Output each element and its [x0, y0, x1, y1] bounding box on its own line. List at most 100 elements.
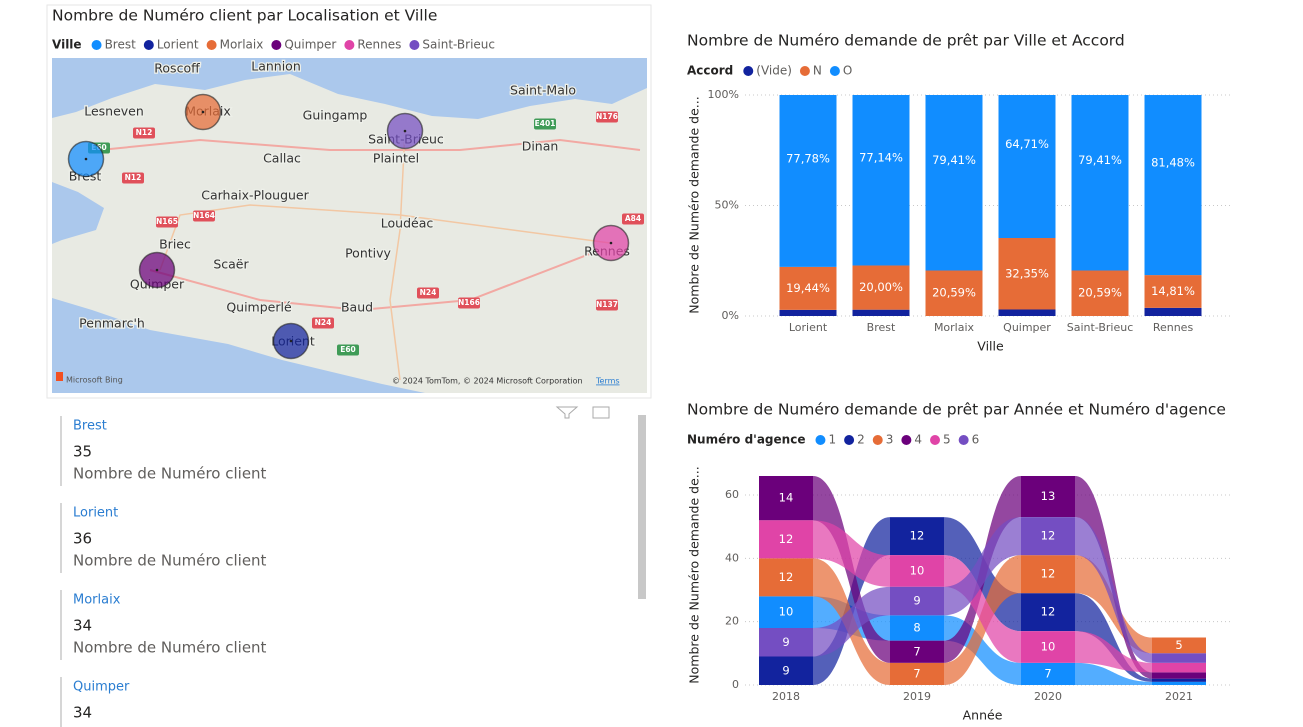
place-label: Quimperlé [226, 300, 292, 315]
ribbon-segment[interactable] [1021, 476, 1075, 518]
ribbon[interactable] [944, 517, 1021, 616]
legend-marker [958, 435, 969, 445]
place-label: Briec [159, 237, 191, 252]
x-tick-label: 2019 [903, 690, 931, 703]
focus-icon[interactable] [592, 406, 610, 419]
x-tick-label: Saint-Brieuc [1067, 321, 1134, 334]
legend-label[interactable]: 3 [886, 433, 894, 447]
legend-label[interactable]: 4 [914, 433, 922, 447]
map-attribution: © 2024 TomTom, © 2024 Microsoft Corporat… [392, 377, 583, 386]
ribbon-segment[interactable] [1152, 678, 1206, 682]
ribbon-segment[interactable] [1152, 637, 1206, 654]
bar-segment[interactable] [925, 270, 983, 316]
data-label: 20,59% [932, 286, 976, 300]
legend-label[interactable]: 5 [943, 433, 951, 447]
ribbon[interactable] [1075, 631, 1152, 673]
ribbon-segment[interactable] [890, 555, 944, 587]
road-shield [193, 210, 215, 222]
bar-segment[interactable] [1144, 275, 1202, 308]
road-shield [596, 111, 618, 123]
ribbon-segment[interactable] [1021, 593, 1075, 632]
ribbon-segment[interactable] [1152, 681, 1206, 685]
bar-segment[interactable] [1071, 270, 1129, 316]
legend-label[interactable]: Lorient [157, 38, 199, 52]
legend-marker [799, 66, 810, 76]
card-name: Morlaix [73, 593, 121, 608]
ribbon[interactable] [813, 586, 890, 657]
data-label: 8 [913, 621, 920, 635]
ribbon-segment[interactable] [1021, 631, 1075, 663]
bar-segment[interactable] [779, 266, 837, 310]
ribbon-segment[interactable] [759, 628, 813, 657]
place-label: Pontivy [345, 246, 391, 261]
sea [52, 182, 104, 244]
bar-segment[interactable] [779, 95, 837, 267]
place-label: Guingamp [303, 108, 368, 123]
legend-label[interactable]: Brest [105, 38, 137, 52]
map-terms[interactable]: Terms [595, 377, 620, 386]
bar-segment[interactable] [998, 309, 1056, 316]
scrollbar[interactable] [638, 415, 646, 599]
ribbon-segment[interactable] [759, 596, 813, 628]
data-label: 7 [1044, 666, 1051, 680]
ribbon[interactable] [1075, 662, 1152, 685]
ribbon-segment[interactable] [1021, 555, 1075, 594]
bar-segment[interactable] [1144, 95, 1202, 276]
y-axis-title: Nombre de Numéro demande de... [687, 466, 702, 683]
ribbon-segment[interactable] [890, 615, 944, 641]
ribbon-segment[interactable] [1021, 517, 1075, 556]
ribbon-segment[interactable] [1152, 672, 1206, 679]
bar-segment[interactable] [998, 95, 1056, 239]
place-label: Plaintel [373, 151, 419, 166]
filter-icon[interactable] [555, 406, 579, 419]
legend-marker [815, 435, 826, 445]
data-label: 77,14% [859, 151, 903, 165]
ribbon-segment[interactable] [1021, 662, 1075, 685]
legend-label[interactable]: 2 [857, 433, 865, 447]
bar-segment[interactable] [852, 309, 910, 316]
ribbon-segment[interactable] [1152, 653, 1206, 663]
bar-segment[interactable] [925, 95, 983, 271]
city-dot [609, 241, 613, 245]
legend-label[interactable]: Rennes [357, 38, 401, 52]
legend-label[interactable]: Saint-Brieuc [422, 38, 495, 52]
ribbon-segment[interactable] [759, 558, 813, 597]
ribbon-segment[interactable] [890, 517, 944, 556]
ribbon[interactable] [1075, 517, 1152, 663]
ribbon[interactable] [1075, 476, 1152, 679]
ribbon-segment[interactable] [1152, 662, 1206, 673]
city-dot [155, 268, 159, 272]
map[interactable]: RoscoffLannionSaint-MaloLesnevenMorlaixG… [52, 58, 647, 393]
legend-label[interactable]: 1 [828, 433, 836, 447]
chart-title: Nombre de Numéro demande de prêt par Vil… [687, 32, 1125, 50]
city-dot [84, 157, 88, 161]
bar-segment[interactable] [1071, 95, 1129, 271]
legend-label[interactable]: N [813, 64, 822, 78]
ribbon-segment[interactable] [890, 586, 944, 616]
data-label: 79,41% [1078, 153, 1122, 167]
legend-label[interactable]: (Vide) [756, 64, 792, 78]
legend-marker [743, 66, 754, 76]
card-value: 34 [73, 617, 92, 635]
ribbon-segment[interactable] [759, 476, 813, 521]
x-tick-label: Brest [867, 321, 896, 334]
ribbon-segment[interactable] [890, 640, 944, 663]
legend-marker [271, 40, 282, 50]
bar-segment[interactable] [998, 238, 1056, 310]
ribbon-segment[interactable] [890, 662, 944, 685]
x-tick-label: Lorient [789, 321, 828, 334]
ribbon[interactable] [1075, 593, 1152, 682]
legend-label[interactable]: O [843, 64, 852, 78]
ribbon-segment[interactable] [759, 656, 813, 686]
bar-segment[interactable] [852, 95, 910, 266]
bar-segment[interactable] [779, 309, 837, 316]
y-tick-label: 0 [732, 678, 739, 691]
legend-label[interactable]: Morlaix [220, 38, 264, 52]
legend-label[interactable]: Quimper [284, 38, 336, 52]
ribbon[interactable] [813, 520, 890, 587]
bar-segment[interactable] [1144, 307, 1202, 316]
legend-label[interactable]: 6 [972, 433, 980, 447]
ribbon-segment[interactable] [759, 520, 813, 559]
bar-segment[interactable] [852, 265, 910, 310]
